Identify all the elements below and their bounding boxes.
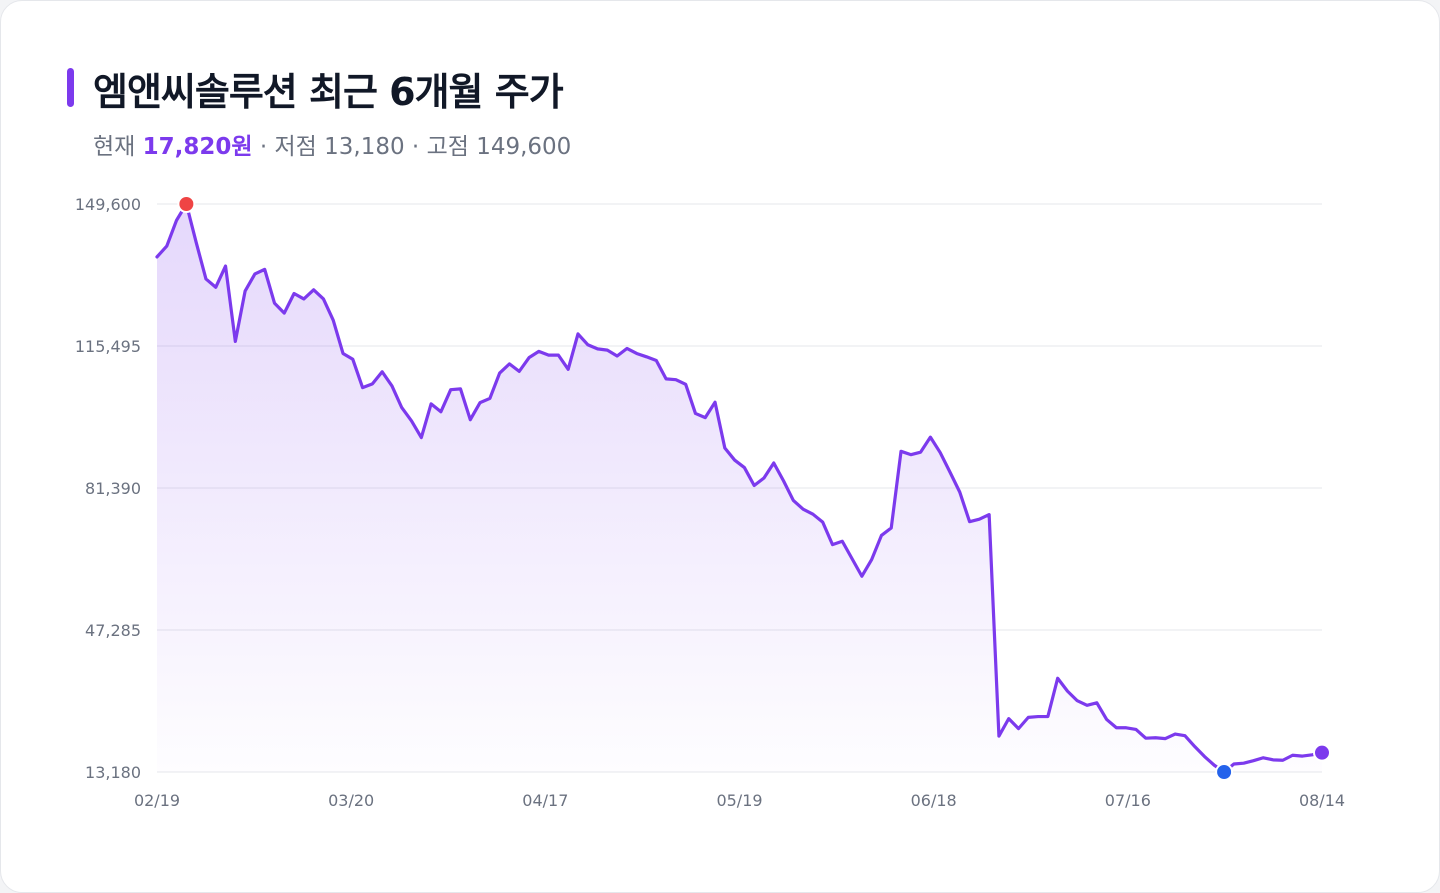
x-tick-label: 08/14 bbox=[1299, 791, 1345, 810]
high-label: 고점 bbox=[426, 134, 469, 160]
x-tick-label: 02/19 bbox=[134, 791, 180, 810]
x-tick-label: 05/19 bbox=[716, 791, 762, 810]
high-point-marker[interactable] bbox=[177, 195, 196, 213]
x-tick-label: 04/17 bbox=[522, 791, 568, 810]
x-tick-label: 06/18 bbox=[911, 791, 957, 810]
high-price: 149,600 bbox=[476, 134, 572, 160]
title-accent-bar bbox=[67, 68, 74, 107]
current-price: 17,820원 bbox=[142, 134, 253, 160]
chart-title: 엠앤씨솔루션 최근 6개월 주가 bbox=[93, 70, 564, 114]
separator: · bbox=[404, 134, 427, 160]
low-price: 13,180 bbox=[324, 134, 405, 160]
last-point-marker[interactable] bbox=[1313, 743, 1331, 762]
y-tick-label: 13,180 bbox=[85, 763, 141, 782]
separator: · bbox=[252, 134, 275, 160]
y-tick-label: 149,600 bbox=[75, 195, 141, 214]
y-tick-label: 47,285 bbox=[85, 621, 141, 640]
current-label: 현재 bbox=[93, 134, 136, 160]
x-tick-label: 03/20 bbox=[328, 791, 374, 810]
y-tick-label: 81,390 bbox=[85, 479, 141, 498]
price-line bbox=[155, 202, 1324, 774]
x-tick-label: 07/16 bbox=[1105, 791, 1151, 810]
price-area bbox=[157, 204, 1322, 772]
low-point-marker[interactable] bbox=[1215, 763, 1234, 781]
y-tick-label: 115,495 bbox=[75, 337, 141, 356]
low-label: 저점 bbox=[274, 134, 317, 160]
price-summary: 현재 17,820원 · 저점 13,180 · 고점 149,600 bbox=[93, 127, 571, 161]
